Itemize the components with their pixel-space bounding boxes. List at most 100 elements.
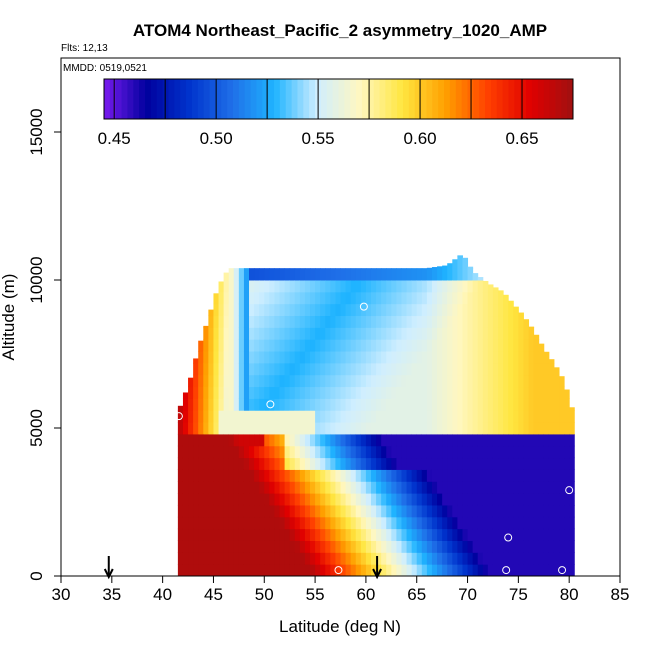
heatmap-cell: [391, 398, 397, 411]
heatmap-cell: [269, 504, 275, 518]
heatmap-cell: [538, 410, 545, 423]
heatmap-cell: [482, 528, 489, 541]
heatmap-cell: [447, 433, 453, 447]
heatmap-cell: [320, 362, 326, 376]
heatmap-cell: [442, 315, 448, 328]
heatmap-cell: [330, 445, 336, 459]
heatmap-cell: [472, 273, 479, 281]
heatmap-cell: [182, 540, 189, 553]
heatmap-cell: [487, 284, 494, 293]
heatmap-cell: [477, 398, 484, 411]
heatmap-cell: [457, 564, 463, 577]
heatmap-cell: [355, 291, 362, 305]
heatmap-cell: [508, 386, 514, 399]
heatmap-cell: [238, 315, 245, 328]
heatmap-cell: [228, 422, 235, 435]
heatmap-cell: [416, 552, 423, 565]
heatmap-cell: [487, 339, 494, 352]
heatmap-cell: [370, 362, 377, 376]
heatmap-cell: [381, 552, 387, 565]
heatmap-cell: [467, 410, 474, 423]
heatmap-cell: [320, 493, 326, 506]
heatmap-cell: [243, 481, 250, 494]
heatmap-cell: [259, 351, 265, 364]
heatmap-cell: [386, 303, 392, 317]
heatmap-cell: [472, 291, 479, 305]
heatmap-cell: [426, 528, 433, 541]
heatmap-cell: [401, 280, 408, 293]
heatmap-cell: [289, 422, 296, 435]
heatmap-cell: [320, 327, 326, 340]
heatmap-cell: [350, 315, 357, 328]
heatmap-cell: [503, 374, 509, 388]
heatmap-cell: [538, 374, 545, 388]
heatmap-cell: [477, 303, 484, 317]
heatmap-cell: [238, 504, 245, 518]
heatmap-cell: [548, 422, 555, 435]
heatmap-cell: [304, 386, 311, 399]
heatmap-cell: [264, 351, 270, 364]
heatmap-cell: [426, 469, 433, 482]
heatmap-cell: [335, 351, 341, 364]
heatmap-cell: [310, 481, 316, 494]
heatmap-cell: [391, 493, 397, 506]
heatmap-cell: [477, 351, 484, 364]
heatmap-cell: [315, 291, 321, 305]
heatmap-cell: [492, 351, 499, 364]
heatmap-cell: [365, 481, 372, 494]
x-tick-label: 45: [204, 585, 223, 604]
heatmap-cell: [335, 327, 341, 340]
heatmap-cell: [411, 351, 418, 364]
heatmap-cell: [376, 327, 382, 340]
heatmap-cell: [350, 374, 357, 388]
heatmap-cell: [325, 374, 331, 388]
heatmap-cell: [396, 398, 402, 411]
heatmap-cell: [528, 528, 535, 541]
heatmap-cell: [533, 445, 540, 459]
heatmap-cell: [437, 540, 443, 553]
heatmap-cell: [559, 457, 565, 470]
heatmap-cell: [355, 398, 362, 411]
heatmap-cell: [213, 516, 220, 530]
heatmap-cell: [401, 445, 408, 459]
heatmap-cell: [233, 303, 240, 317]
heatmap-cell: [391, 303, 397, 317]
heatmap-cell: [381, 339, 387, 352]
heatmap-cell: [198, 351, 204, 364]
colorbar-segment: [133, 79, 140, 119]
heatmap-cell: [238, 339, 245, 352]
heatmap-cell: [345, 564, 352, 577]
heatmap-cell: [447, 540, 453, 553]
heatmap-cell: [284, 493, 291, 506]
heatmap-cell: [208, 422, 214, 435]
heatmap-cell: [228, 457, 235, 470]
heatmap-cell: [381, 481, 387, 494]
heatmap-cell: [325, 280, 331, 293]
heatmap-cell: [406, 362, 413, 376]
heatmap-cell: [294, 386, 301, 399]
heatmap-cell: [492, 303, 499, 317]
heatmap-cell: [528, 564, 535, 577]
heatmap-cell: [513, 410, 519, 423]
heatmap-cell: [315, 327, 321, 340]
heatmap-cell: [386, 481, 392, 494]
heatmap-cell: [370, 386, 377, 399]
heatmap-cell: [284, 469, 291, 482]
heatmap-cell: [457, 481, 463, 494]
heatmap-cell: [401, 268, 408, 281]
heatmap-cell: [218, 493, 225, 506]
heatmap-cell: [431, 351, 438, 364]
heatmap-cell: [355, 564, 362, 577]
heatmap-cell: [208, 552, 214, 565]
colorbar-segment: [150, 79, 158, 119]
heatmap-cell: [340, 564, 347, 577]
heatmap-cell: [503, 398, 509, 411]
colorbar-segment: [485, 79, 492, 119]
heatmap-cell: [477, 504, 484, 518]
heatmap-cell: [289, 386, 296, 399]
heatmap-cell: [203, 327, 209, 340]
heatmap-cell: [569, 516, 575, 530]
heatmap-cell: [365, 528, 372, 541]
heatmap-cell: [386, 528, 392, 541]
heatmap-cell: [203, 564, 209, 577]
